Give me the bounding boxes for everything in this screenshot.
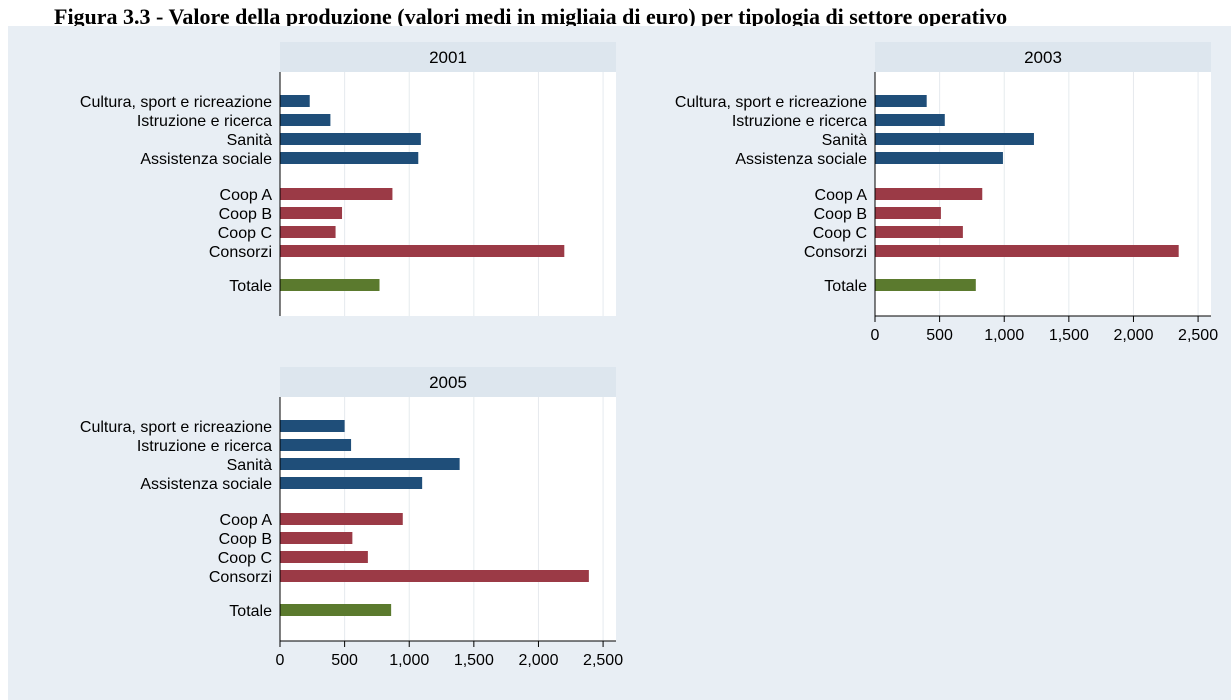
- panel-2-bar-0: [280, 420, 345, 432]
- panel-0-category-label-3: Assistenza sociale: [140, 151, 272, 168]
- panel-2-category-label-3: Assistenza sociale: [140, 476, 272, 493]
- panel-0-title: 2001: [429, 48, 467, 67]
- panel-2-x-tick-label-5: 2,500: [583, 652, 623, 669]
- panel-1-bar-8: [875, 279, 976, 291]
- panel-1-x-tick-label-4: 2,000: [1113, 327, 1153, 344]
- panel-2-category-label-8: Totale: [229, 603, 272, 620]
- panel-1-x-tick-label-2: 1,000: [984, 327, 1024, 344]
- panel-2-bar-5: [280, 532, 353, 544]
- panel-0-bar-6: [280, 226, 336, 238]
- panel-2-bar-4: [280, 513, 403, 525]
- panel-2-category-label-7: Consorzi: [209, 569, 272, 586]
- panel-2-bar-2: [280, 458, 460, 470]
- panel-0-bar-0: [280, 95, 310, 107]
- panel-0-category-label-4: Coop A: [220, 187, 273, 204]
- panel-2-category-label-1: Istruzione e ricerca: [137, 438, 272, 455]
- panel-2-x-tick-label-0: 0: [276, 652, 285, 669]
- panel-1-x-tick-label-0: 0: [871, 327, 880, 344]
- panel-0-bar-1: [280, 114, 331, 126]
- panel-0-category-label-6: Coop C: [218, 225, 272, 242]
- panel-2-category-label-5: Coop B: [219, 531, 272, 548]
- panel-0-bar-8: [280, 279, 380, 291]
- panel-0-category-label-7: Consorzi: [209, 244, 272, 261]
- panel-1-x-tick-label-3: 1,500: [1049, 327, 1089, 344]
- panel-0-strip: [280, 42, 616, 72]
- panel-2-category-label-6: Coop C: [218, 550, 272, 567]
- panel-1-bar-2: [875, 133, 1034, 145]
- panel-2-bar-6: [280, 551, 368, 563]
- panel-0-category-label-0: Cultura, sport e ricreazione: [80, 94, 272, 111]
- panel-1-title: 2003: [1024, 48, 1062, 67]
- panel-0-bar-2: [280, 133, 421, 145]
- panel-2-bar-8: [280, 604, 392, 616]
- panel-1-x-tick-label-1: 500: [926, 327, 953, 344]
- panel-1-x-tick-label-5: 2,500: [1178, 327, 1218, 344]
- panel-0-bar-4: [280, 188, 393, 200]
- panel-0-bar-7: [280, 245, 565, 257]
- panel-2-x-tick-label-4: 2,000: [518, 652, 558, 669]
- panel-0-category-label-1: Istruzione e ricerca: [137, 113, 272, 130]
- panel-2-x-tick-label-2: 1,000: [389, 652, 429, 669]
- panel-0-category-label-5: Coop B: [219, 206, 272, 223]
- page-title: Figura 3.3 - Valore della produzione (va…: [54, 4, 1008, 29]
- panel-0-category-label-8: Totale: [229, 278, 272, 295]
- panel-2-category-label-2: Sanità: [227, 457, 272, 474]
- panel-1-category-label-5: Coop B: [814, 206, 867, 223]
- panel-2-bar-3: [280, 477, 423, 489]
- panel-2-title: 2005: [429, 373, 467, 392]
- panel-2-bar-1: [280, 439, 352, 451]
- panel-0-bar-5: [280, 207, 343, 219]
- panel-2-bar-7: [280, 570, 589, 582]
- panel-1-bar-1: [875, 114, 945, 126]
- panel-1-category-label-0: Cultura, sport e ricreazione: [675, 94, 867, 111]
- panel-1-category-label-2: Sanità: [822, 132, 867, 149]
- panel-1-bar-6: [875, 226, 963, 238]
- panel-2-category-label-4: Coop A: [220, 512, 273, 529]
- panel-1-bar-7: [875, 245, 1179, 257]
- panel-1-category-label-8: Totale: [824, 278, 867, 295]
- panel-0-category-label-2: Sanità: [227, 132, 272, 149]
- panel-1-category-label-7: Consorzi: [804, 244, 867, 261]
- panel-2-x-tick-label-3: 1,500: [454, 652, 494, 669]
- panel-0-bar-3: [280, 152, 419, 164]
- panel-1-category-label-6: Coop C: [813, 225, 867, 242]
- panel-1-strip: [875, 42, 1211, 72]
- panel-1-category-label-3: Assistenza sociale: [735, 151, 867, 168]
- panel-2-category-label-0: Cultura, sport e ricreazione: [80, 419, 272, 436]
- panel-1-category-label-1: Istruzione e ricerca: [732, 113, 867, 130]
- panel-1-category-label-4: Coop A: [815, 187, 868, 204]
- panel-2-x-tick-label-1: 500: [331, 652, 358, 669]
- panel-1-bar-3: [875, 152, 1003, 164]
- panel-1-bar-5: [875, 207, 941, 219]
- panel-2-strip: [280, 367, 616, 397]
- panel-1-bar-0: [875, 95, 927, 107]
- panel-1-bar-4: [875, 188, 983, 200]
